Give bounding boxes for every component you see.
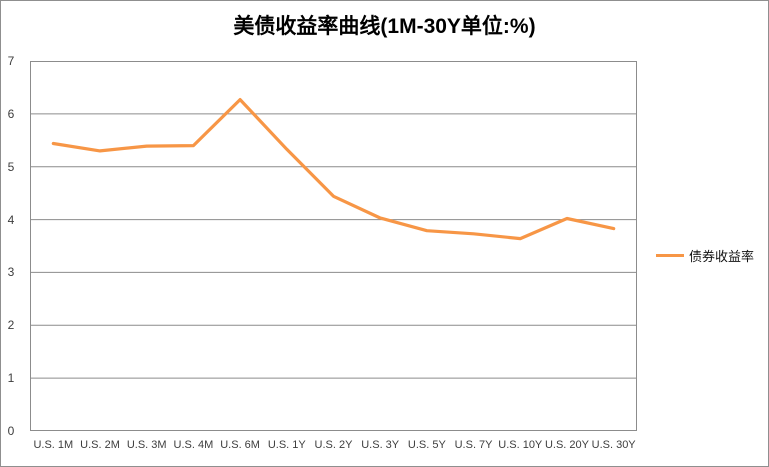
x-category-label: U.S. 2M [80,439,120,451]
x-category-label: U.S. 3Y [361,439,400,451]
y-tick-label: 5 [7,159,15,174]
x-category-label: U.S. 20Y [544,439,589,451]
y-tick-label: 0 [7,424,15,438]
yield-line-svg [30,61,637,431]
x-category-label: U.S. 10Y [498,439,543,451]
y-tick-label: 4 [7,212,15,227]
plot-area [30,61,637,431]
chart-title: 美债收益率曲线(1M-30Y单位:%) [233,15,536,38]
x-category-label: U.S. 3M [126,439,167,451]
series-line [51,97,616,241]
legend-label: 债券收益率 [689,248,755,264]
legend: 债券收益率 [656,247,755,264]
y-tick-label: 6 [7,106,15,121]
y-tick-label: 1 [7,371,15,386]
x-category-label: U.S. 6M [220,439,260,451]
x-category-label: U.S. 5Y [407,439,446,451]
legend-line-swatch [656,253,684,257]
x-category-label: U.S. 7Y [454,439,493,451]
y-tick-label: 2 [7,318,15,333]
y-tick-label: 7 [7,54,15,68]
x-category-label: U.S. 4M [173,439,214,451]
x-category-label: U.S. 1M [33,439,74,451]
x-category-label: U.S. 1Y [267,439,306,451]
x-category-label: U.S. 2Y [314,439,353,451]
x-category-label: U.S. 30Y [591,439,636,451]
y-tick-label: 3 [7,265,15,280]
